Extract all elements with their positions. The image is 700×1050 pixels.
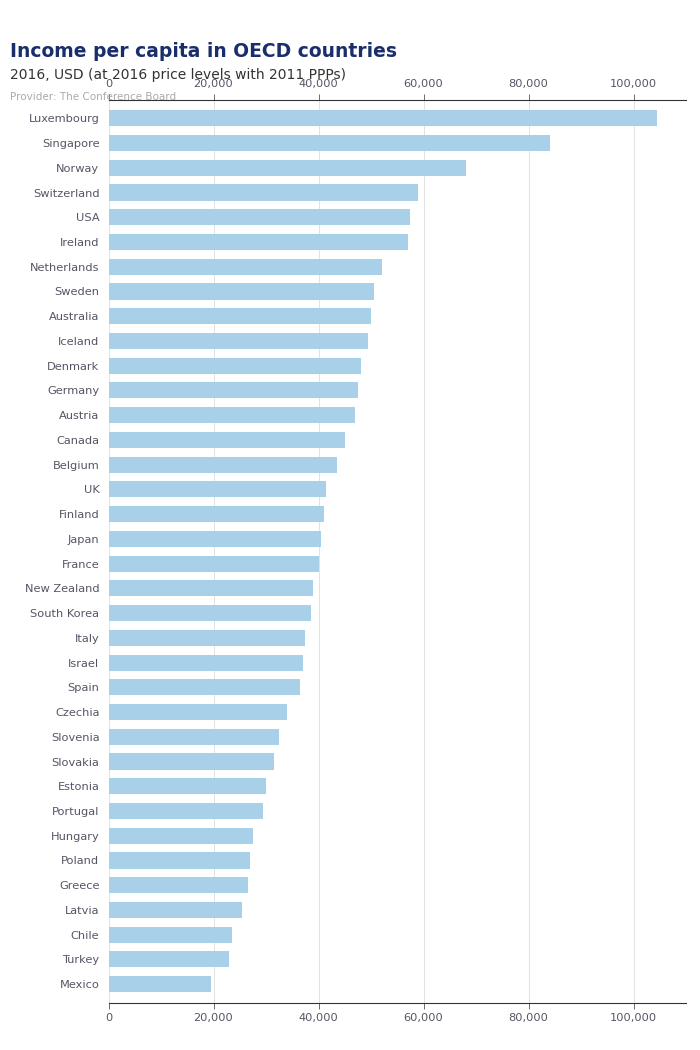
Bar <box>108 581 314 596</box>
Bar <box>108 853 251 868</box>
Bar <box>108 754 274 770</box>
Bar <box>108 877 248 894</box>
Text: Income per capita in OECD countries: Income per capita in OECD countries <box>10 42 398 61</box>
Bar <box>108 185 419 201</box>
Bar <box>108 358 360 374</box>
Bar <box>108 605 311 622</box>
Bar <box>108 827 253 844</box>
Bar <box>108 382 358 399</box>
Text: figure.nz: figure.nz <box>581 15 658 29</box>
Bar <box>108 284 374 299</box>
Bar <box>108 309 371 324</box>
Bar <box>108 630 305 646</box>
Bar <box>108 555 318 571</box>
Bar <box>108 258 382 275</box>
Bar <box>108 506 323 522</box>
Bar <box>108 407 355 423</box>
Bar <box>108 729 279 744</box>
Text: 2016, USD (at 2016 price levels with 2011 PPPs): 2016, USD (at 2016 price levels with 201… <box>10 68 346 82</box>
Bar <box>108 976 211 992</box>
Bar <box>108 778 266 794</box>
Bar <box>108 902 242 918</box>
Bar <box>108 110 657 126</box>
Bar <box>108 531 321 547</box>
Bar <box>108 135 550 151</box>
Text: Provider: The Conference Board: Provider: The Conference Board <box>10 92 176 103</box>
Bar <box>108 803 263 819</box>
Bar <box>108 654 302 671</box>
Bar <box>108 209 410 226</box>
Bar <box>108 333 368 349</box>
Bar <box>108 160 466 175</box>
Bar <box>108 951 230 967</box>
Bar <box>108 432 344 448</box>
Bar <box>108 481 326 498</box>
Bar <box>108 679 300 695</box>
Bar <box>108 234 407 250</box>
Bar <box>108 704 287 720</box>
Bar <box>108 927 232 943</box>
Bar <box>108 457 337 472</box>
